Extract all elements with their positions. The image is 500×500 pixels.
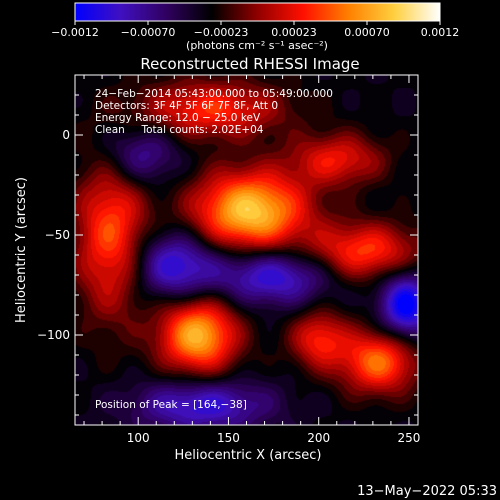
heatmap-image [75, 75, 418, 425]
chart-title: Reconstructed RHESSI Image [140, 55, 359, 73]
colorbar-tick-label: −0.0012 [51, 26, 99, 39]
colorbar [74, 2, 441, 22]
annotation-peak-position: Position of Peak = [164,−38] [95, 399, 247, 411]
y-axis-label: Heliocentric Y (arcsec) [14, 177, 29, 323]
footer-timestamp: 13−May−2022 05:33 [357, 484, 497, 499]
axis-ticks: 100 150 200 250 0 −50 −100 [37, 74, 421, 445]
x-tick-label: 100 [127, 431, 150, 445]
x-tick-label: 250 [398, 431, 421, 445]
colorbar-label: (photons cm⁻² s⁻¹ asec⁻²) [186, 39, 328, 52]
y-tick-label: −50 [45, 228, 70, 242]
annotation-energy-range: Energy Range: 12.0 − 25.0 keV [95, 112, 261, 124]
colorbar-tick-label: 0.00070 [344, 26, 390, 39]
colorbar-tick-label: 0.0012 [421, 26, 460, 39]
colorbar-tick-label: −0.00070 [121, 26, 176, 39]
colorbar-tick-label: 0.00023 [271, 26, 317, 39]
y-tick-label: −100 [37, 328, 70, 342]
colorbar-ticks: −0.0012 −0.00070 −0.00023 0.00023 0.00070 0.0… [51, 21, 459, 39]
y-tick-label: 0 [62, 128, 70, 142]
annotation-detectors: Detectors: 3F 4F 5F 6F 7F 8F, Att 0 [95, 100, 278, 112]
annotation-clean-counts: Clean Total counts: 2.02E+04 [95, 124, 264, 136]
annotation-time-range: 24−Feb−2014 05:43:00.000 to 05:49:00.000 [95, 88, 333, 100]
x-tick-label: 150 [217, 431, 240, 445]
x-tick-label: 200 [307, 431, 330, 445]
x-axis-label: Heliocentric X (arcsec) [175, 448, 322, 463]
colorbar-tick-label: −0.00023 [194, 26, 249, 39]
